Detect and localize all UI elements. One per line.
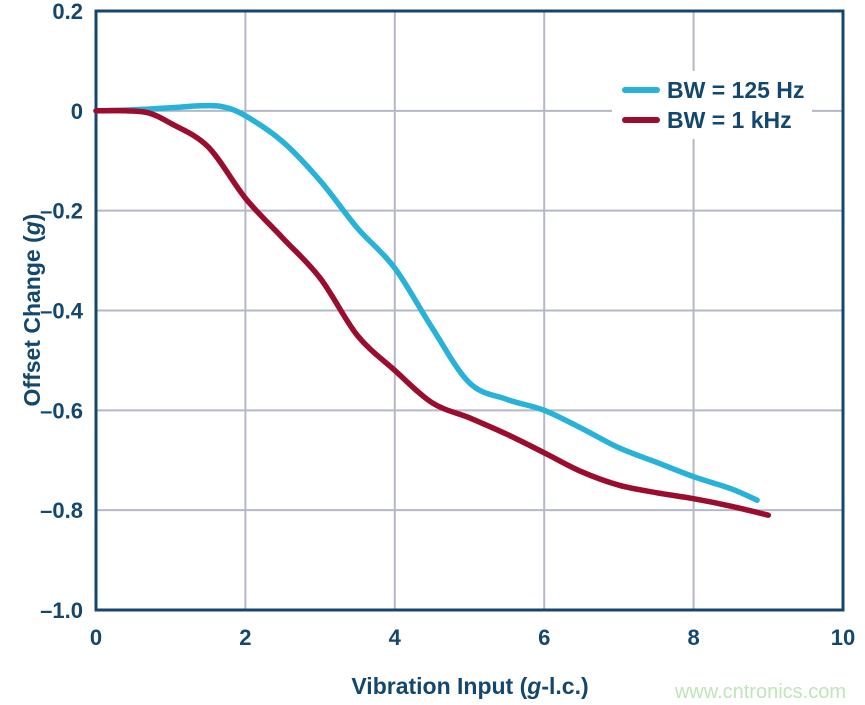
y-axis-title: Offset Change (g) — [19, 214, 45, 407]
grid-layer — [96, 11, 843, 610]
legend-label-bw-1khz: BW = 1 kHz — [667, 107, 792, 133]
y-tick-label: –1.0 — [40, 598, 83, 623]
series-line-bw-125-hz — [93, 102, 760, 503]
legend: BW = 125 Hz BW = 1 kHz — [612, 71, 812, 139]
x-axis-title-italic-g: g — [526, 673, 541, 699]
y-tick-label: –0.6 — [40, 398, 83, 423]
y-tick-label: –0.2 — [40, 199, 83, 224]
x-axis-title: Vibration Input (g-l.c.) — [351, 673, 588, 699]
y-tick-label: 0.2 — [52, 0, 83, 24]
y-axis-title-italic-g: g — [19, 221, 45, 236]
series-line-bw-1-khz — [93, 107, 772, 518]
curve-layer — [93, 102, 772, 518]
y-tick-label: –0.4 — [40, 299, 84, 324]
legend-label-bw-125hz: BW = 125 Hz — [667, 77, 804, 103]
x-tick-label: 0 — [90, 625, 102, 650]
y-axis-title-prefix: Offset Change ( — [19, 235, 45, 407]
plot-area-frame — [94, 9, 845, 612]
x-axis-title-prefix: Vibration Input ( — [351, 673, 527, 699]
x-tick-label: 4 — [389, 625, 402, 650]
y-axis-title-suffix: ) — [19, 214, 45, 222]
x-axis-title-suffix: -l.c.) — [541, 673, 588, 699]
y-tick-label: 0 — [71, 99, 83, 124]
x-tick-label: 10 — [831, 625, 855, 650]
x-tick-label: 2 — [239, 625, 251, 650]
x-tick-label: 6 — [538, 625, 550, 650]
legend-background — [612, 71, 812, 139]
watermark: www.cntronics.com — [674, 681, 846, 703]
y-tick-label: –0.8 — [40, 498, 83, 523]
tick-layer: 0 2 4 6 8 10 0.2 0 –0.2 –0.4 –0.6 –0.8 –1.0 — [40, 0, 855, 650]
x-tick-label: 8 — [687, 625, 699, 650]
